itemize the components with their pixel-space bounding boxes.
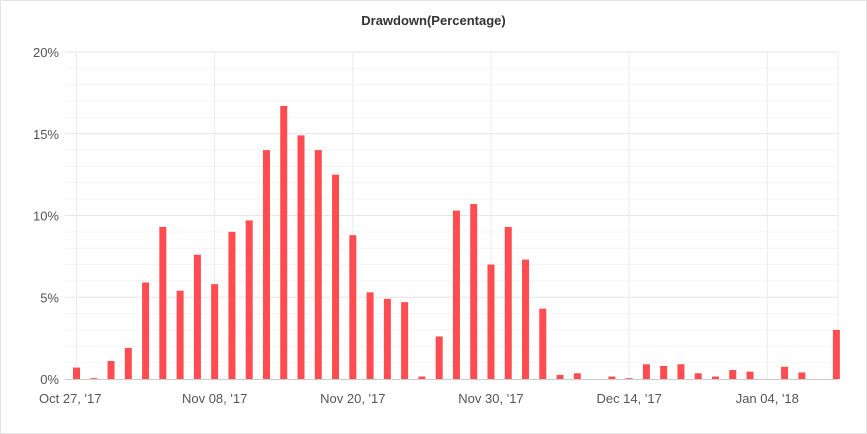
x-tick-label: Jan 04, '18: [736, 391, 799, 406]
bar[interactable]: [366, 292, 374, 379]
bar[interactable]: [504, 226, 512, 379]
bar[interactable]: [660, 365, 668, 379]
bar[interactable]: [625, 378, 633, 379]
x-tick-label: Oct 27, '17: [39, 391, 101, 406]
bar[interactable]: [556, 374, 564, 379]
y-tick-label: 15%: [33, 127, 59, 142]
bar[interactable]: [332, 174, 340, 379]
bar[interactable]: [435, 336, 443, 379]
y-tick-label: 20%: [33, 45, 59, 60]
bar[interactable]: [159, 226, 167, 379]
bar[interactable]: [124, 347, 132, 379]
bar[interactable]: [798, 372, 806, 379]
bar[interactable]: [245, 220, 253, 379]
bar[interactable]: [211, 284, 219, 379]
bar[interactable]: [573, 373, 581, 379]
bar[interactable]: [142, 282, 150, 379]
bar[interactable]: [781, 366, 789, 379]
bar[interactable]: [73, 367, 80, 379]
x-tick-label: Dec 14, '17: [596, 391, 661, 406]
bar[interactable]: [107, 361, 115, 379]
y-tick-label: 5%: [40, 290, 59, 305]
bar[interactable]: [522, 259, 530, 379]
bar[interactable]: [228, 231, 236, 379]
bar[interactable]: [677, 364, 685, 379]
bar[interactable]: [539, 308, 547, 379]
bar[interactable]: [280, 105, 288, 379]
bar[interactable]: [262, 150, 270, 379]
bar[interactable]: [90, 378, 98, 379]
bar[interactable]: [401, 302, 409, 379]
bar[interactable]: [642, 364, 650, 379]
bar[interactable]: [176, 290, 184, 379]
bar[interactable]: [711, 376, 719, 379]
x-tick-label: Nov 08, '17: [182, 391, 247, 406]
bar[interactable]: [452, 210, 460, 379]
bar[interactable]: [746, 371, 754, 379]
bar[interactable]: [487, 264, 495, 379]
bar[interactable]: [608, 376, 616, 379]
x-tick-label: Nov 20, '17: [320, 391, 385, 406]
bar[interactable]: [694, 373, 702, 379]
bar[interactable]: [349, 235, 357, 379]
chart-title: Drawdown(Percentage): [361, 13, 506, 28]
bar[interactable]: [832, 329, 840, 379]
bar[interactable]: [297, 135, 305, 379]
bar[interactable]: [470, 204, 478, 379]
bar[interactable]: [418, 376, 426, 379]
bar[interactable]: [193, 254, 201, 379]
bar[interactable]: [314, 150, 322, 379]
bar[interactable]: [729, 370, 737, 379]
y-tick-label: 10%: [33, 209, 59, 224]
y-tick-label: 0%: [40, 372, 59, 387]
x-tick-label: Nov 30, '17: [458, 391, 523, 406]
bar[interactable]: [383, 298, 391, 379]
